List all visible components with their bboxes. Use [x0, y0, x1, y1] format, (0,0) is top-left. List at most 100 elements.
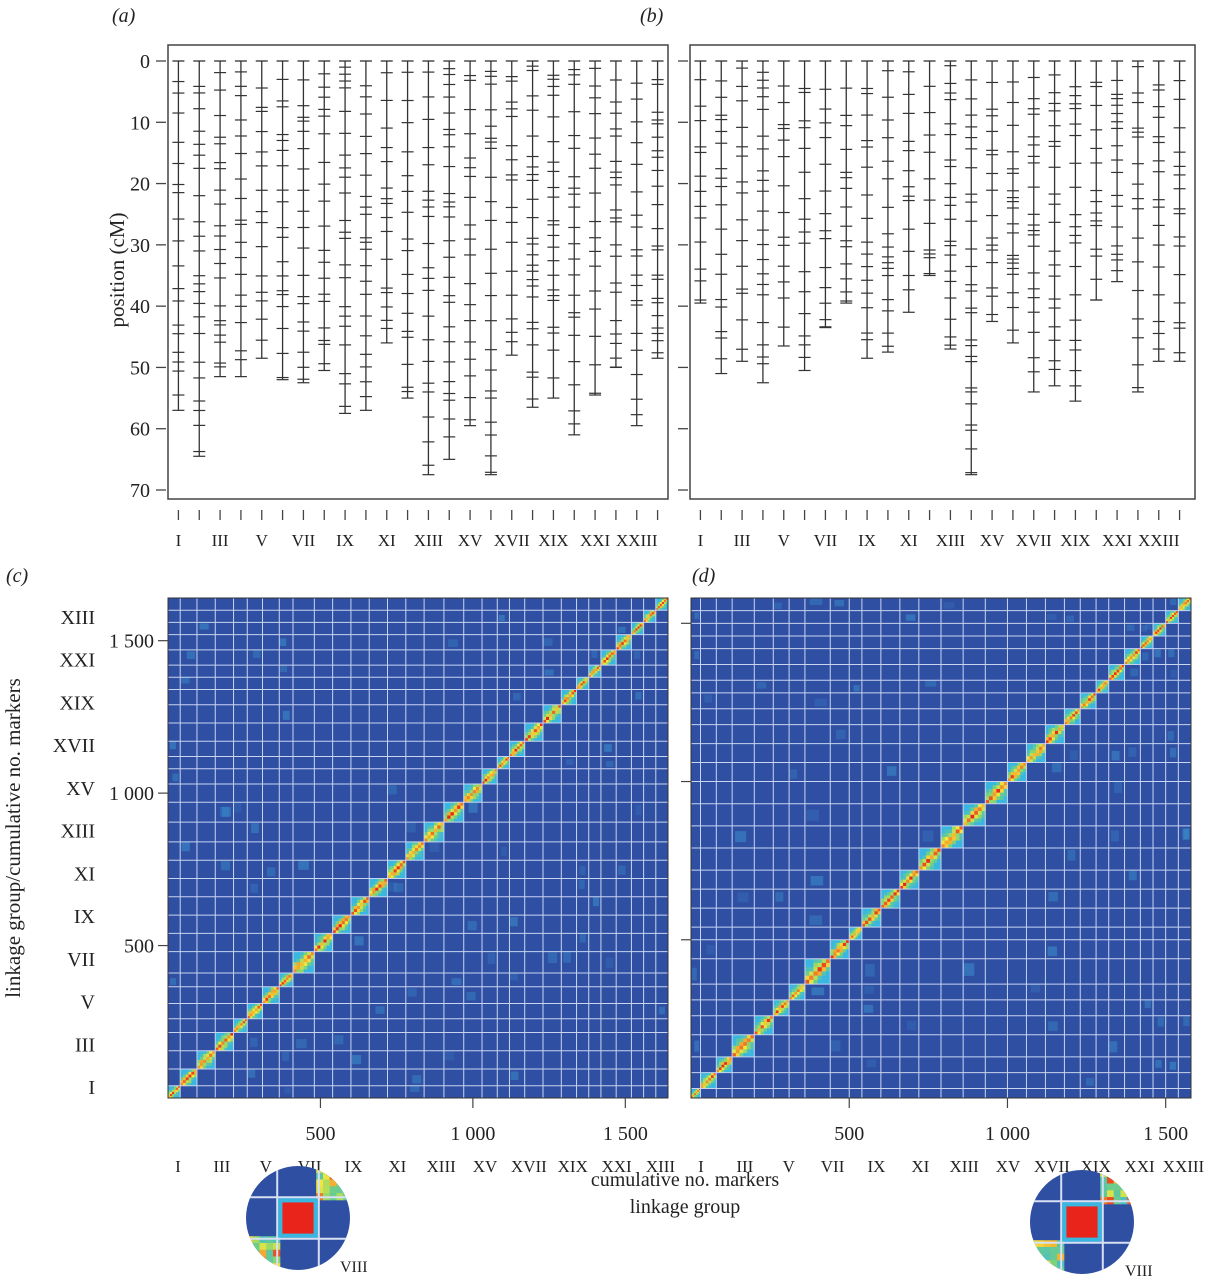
heatmap-cell: [809, 598, 823, 605]
heatmap-cell: [1129, 659, 1133, 663]
heatmap-cell: [657, 598, 661, 601]
heatmap-cell: [933, 848, 938, 852]
heatmap-cell: [633, 622, 636, 625]
heatmap-cell: [501, 758, 504, 761]
heatmap-cell: [1051, 740, 1056, 744]
heatmap-cell: [494, 776, 498, 780]
heatmap-cell: [571, 692, 575, 695]
heatmap-cell: [635, 805, 642, 815]
x-tick-label: I: [698, 531, 704, 550]
heatmap-cell: [1039, 746, 1043, 751]
heatmap-cell: [600, 649, 604, 653]
heatmap-cell: [262, 992, 266, 996]
heatmap-cell: [1090, 698, 1094, 702]
heatmap-cell: [739, 1053, 744, 1058]
heatmap-cell: [240, 1018, 243, 1022]
heatmap-cell: [789, 989, 793, 993]
heatmap-cell: [524, 732, 529, 736]
heatmap-cell: [903, 885, 907, 890]
heatmap-cell: [487, 776, 490, 780]
heatmap-cell: [212, 1059, 216, 1064]
heatmap-cell: [653, 612, 657, 615]
heatmap-cell: [484, 778, 488, 782]
inset-block-viii: [1066, 1206, 1098, 1238]
heatmap-cell: [169, 741, 176, 750]
heatmap-cell: [692, 967, 697, 981]
heatmap-cell: [631, 626, 634, 629]
heatmap-cell: [469, 799, 474, 803]
inset-cell: [1100, 1176, 1108, 1185]
heatmap-cell: [270, 986, 274, 990]
heatmap-cell: [549, 713, 553, 718]
heatmap-cell: [1029, 749, 1034, 754]
heatmap-cell: [773, 1002, 777, 1006]
heatmap-cell: [194, 1069, 198, 1073]
heatmap-cell: [703, 1080, 707, 1084]
heatmap-cell: [288, 982, 292, 985]
heatmap-cell: [503, 758, 506, 761]
heatmap-cell: [604, 744, 612, 753]
heatmap-cell: [437, 828, 441, 833]
heatmap-cell: [631, 624, 634, 627]
heatmap-cell: [797, 984, 800, 988]
heatmap-cell: [628, 647, 632, 651]
x-group-label: XIII: [427, 1157, 457, 1176]
heatmap-cell: [257, 1008, 261, 1012]
heatmap-cell: [775, 1013, 779, 1017]
heatmap-cell: [580, 679, 583, 682]
heatmap-cell: [645, 616, 648, 619]
heatmap-cell: [288, 977, 292, 981]
heatmap-cell: [384, 887, 388, 891]
heatmap-cell: [1172, 612, 1175, 616]
inset-cell: [1030, 1260, 1038, 1268]
heatmap-cell: [1127, 659, 1131, 663]
heatmap-cell: [1148, 646, 1152, 649]
inset-cell: [259, 1249, 267, 1257]
heatmap-cell: [1119, 667, 1123, 671]
heatmap-cell: [1128, 747, 1137, 757]
heatmap-cell: [360, 912, 364, 916]
heatmap-cell: [381, 884, 385, 888]
heatmap-cell: [408, 848, 413, 852]
heatmap-cell: [317, 948, 321, 952]
heatmap-cell: [369, 884, 373, 888]
heatmap-cell: [952, 840, 957, 845]
heatmap-cell: [196, 1056, 201, 1061]
heatmap-cell: [981, 811, 986, 816]
heatmap-cell: [724, 1062, 728, 1066]
heatmap-cell: [170, 978, 177, 986]
heatmap-cell: [977, 811, 982, 816]
heatmap-cell: [235, 1018, 239, 1022]
heatmap-cell: [573, 697, 577, 700]
heatmap-cell: [262, 995, 266, 999]
heatmap-cell: [501, 766, 504, 770]
y-tick-label: 30: [130, 235, 150, 257]
heatmap-cell: [603, 652, 607, 656]
heatmap-cell: [637, 632, 640, 635]
heatmap-cell: [257, 1006, 261, 1009]
heatmap-cell: [1113, 672, 1117, 676]
heatmap-cell: [517, 741, 520, 745]
heatmap-cell: [865, 914, 869, 918]
heatmap-cell: [963, 807, 968, 812]
x-tick-label: I: [176, 531, 182, 550]
heatmap-cell: [623, 647, 627, 651]
heatmap-cell: [1137, 656, 1141, 660]
heatmap-cell: [300, 965, 304, 970]
heatmap-cell: [1169, 616, 1173, 620]
heatmap-cell: [421, 841, 425, 846]
heatmap-cell: [836, 729, 846, 740]
heatmap-cell: [221, 1041, 225, 1045]
heatmap-cell: [855, 935, 858, 938]
heatmap-cell: [899, 873, 904, 877]
heatmap-cell: [641, 630, 644, 633]
heatmap-cell: [906, 870, 910, 874]
heatmap-cell: [633, 624, 636, 627]
heatmap-cell: [1184, 606, 1188, 609]
heatmap-cell: [472, 799, 477, 803]
heatmap-cell: [281, 975, 285, 978]
heatmap-cell: [896, 895, 901, 899]
heatmap-cell: [410, 1085, 420, 1092]
heatmap-cell: [605, 760, 614, 768]
